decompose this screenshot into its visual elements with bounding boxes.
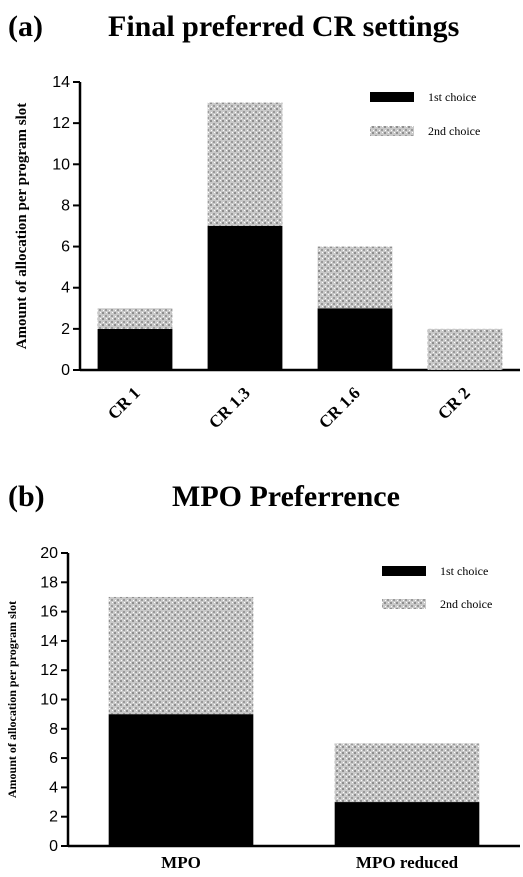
x-tick-label: CR 1.3 [205,383,254,432]
chart-title: Final preferred CR settings [108,10,460,43]
chart-a: 0 2 4 6 8 10 12 14 Amount of allocation per prog… [14,74,520,432]
bar-second-choice [108,596,254,715]
bar-first-choice [108,714,254,846]
y-tick-label: 8 [61,197,70,214]
y-tick-label: 16 [40,604,58,621]
panel-letter: (a) [8,10,43,43]
bar-first-choice [334,802,480,846]
legend-label: 1st choice [428,90,476,104]
chart-title: MPO Preferrence [172,480,400,513]
y-tick-label: 2 [49,809,58,826]
x-tick-label: CR 2 [434,383,474,423]
y-tick-label: 6 [49,750,58,767]
y-tick-label: 18 [40,574,58,591]
bar-second-choice [317,246,393,309]
chart-b: 0 2 4 6 8 10 12 14 16 18 20 Amount of allocation pe… [5,545,520,872]
bar-first-choice [97,328,173,370]
y-tick-label: 12 [52,115,70,132]
legend-label: 1st choice [440,564,488,578]
bar-first-choice [207,226,283,370]
chart-panel-b: (b) MPO Preferrence 0 2 4 6 8 10 12 14 16 18 20 Amo… [0,470,523,877]
legend-label: 2nd choice [440,597,492,611]
chart-panel-a: (a) Final preferred CR settings 0 2 4 6 8 10 1… [8,10,520,432]
bar-second-choice [207,102,283,226]
y-axis-label: Amount of allocation per program slot [14,103,30,350]
bar-second-choice [97,308,173,329]
x-tick-label: CR 1.6 [315,383,364,432]
y-tick-label: 14 [40,633,58,650]
bar-second-choice [427,328,503,370]
y-tick-label: 12 [40,662,58,679]
legend-swatch [370,126,414,136]
y-tick-label: 2 [61,321,70,338]
bar-second-choice [334,743,480,803]
bar-first-choice [317,308,393,370]
y-tick-label: 0 [61,362,70,379]
x-tick-label: MPO reduced [356,853,459,872]
x-tick-label: CR 1 [104,383,144,423]
legend-label: 2nd choice [428,124,480,138]
y-tick-label: 0 [49,838,58,855]
x-tick-label: MPO [161,853,201,872]
legend-swatch [382,566,426,576]
y-tick-label: 8 [49,721,58,738]
y-tick-label: 6 [61,239,70,256]
y-tick-label: 10 [52,156,70,173]
y-tick-label: 10 [40,692,58,709]
y-tick-label: 4 [61,280,70,297]
panel-letter: (b) [8,480,45,513]
y-tick-label: 4 [49,779,58,796]
legend-swatch [370,92,414,102]
y-axis-label: Amount of allocation per program slot [5,601,19,798]
y-tick-label: 20 [40,545,58,562]
y-tick-label: 14 [52,74,70,91]
legend-swatch [382,599,426,609]
